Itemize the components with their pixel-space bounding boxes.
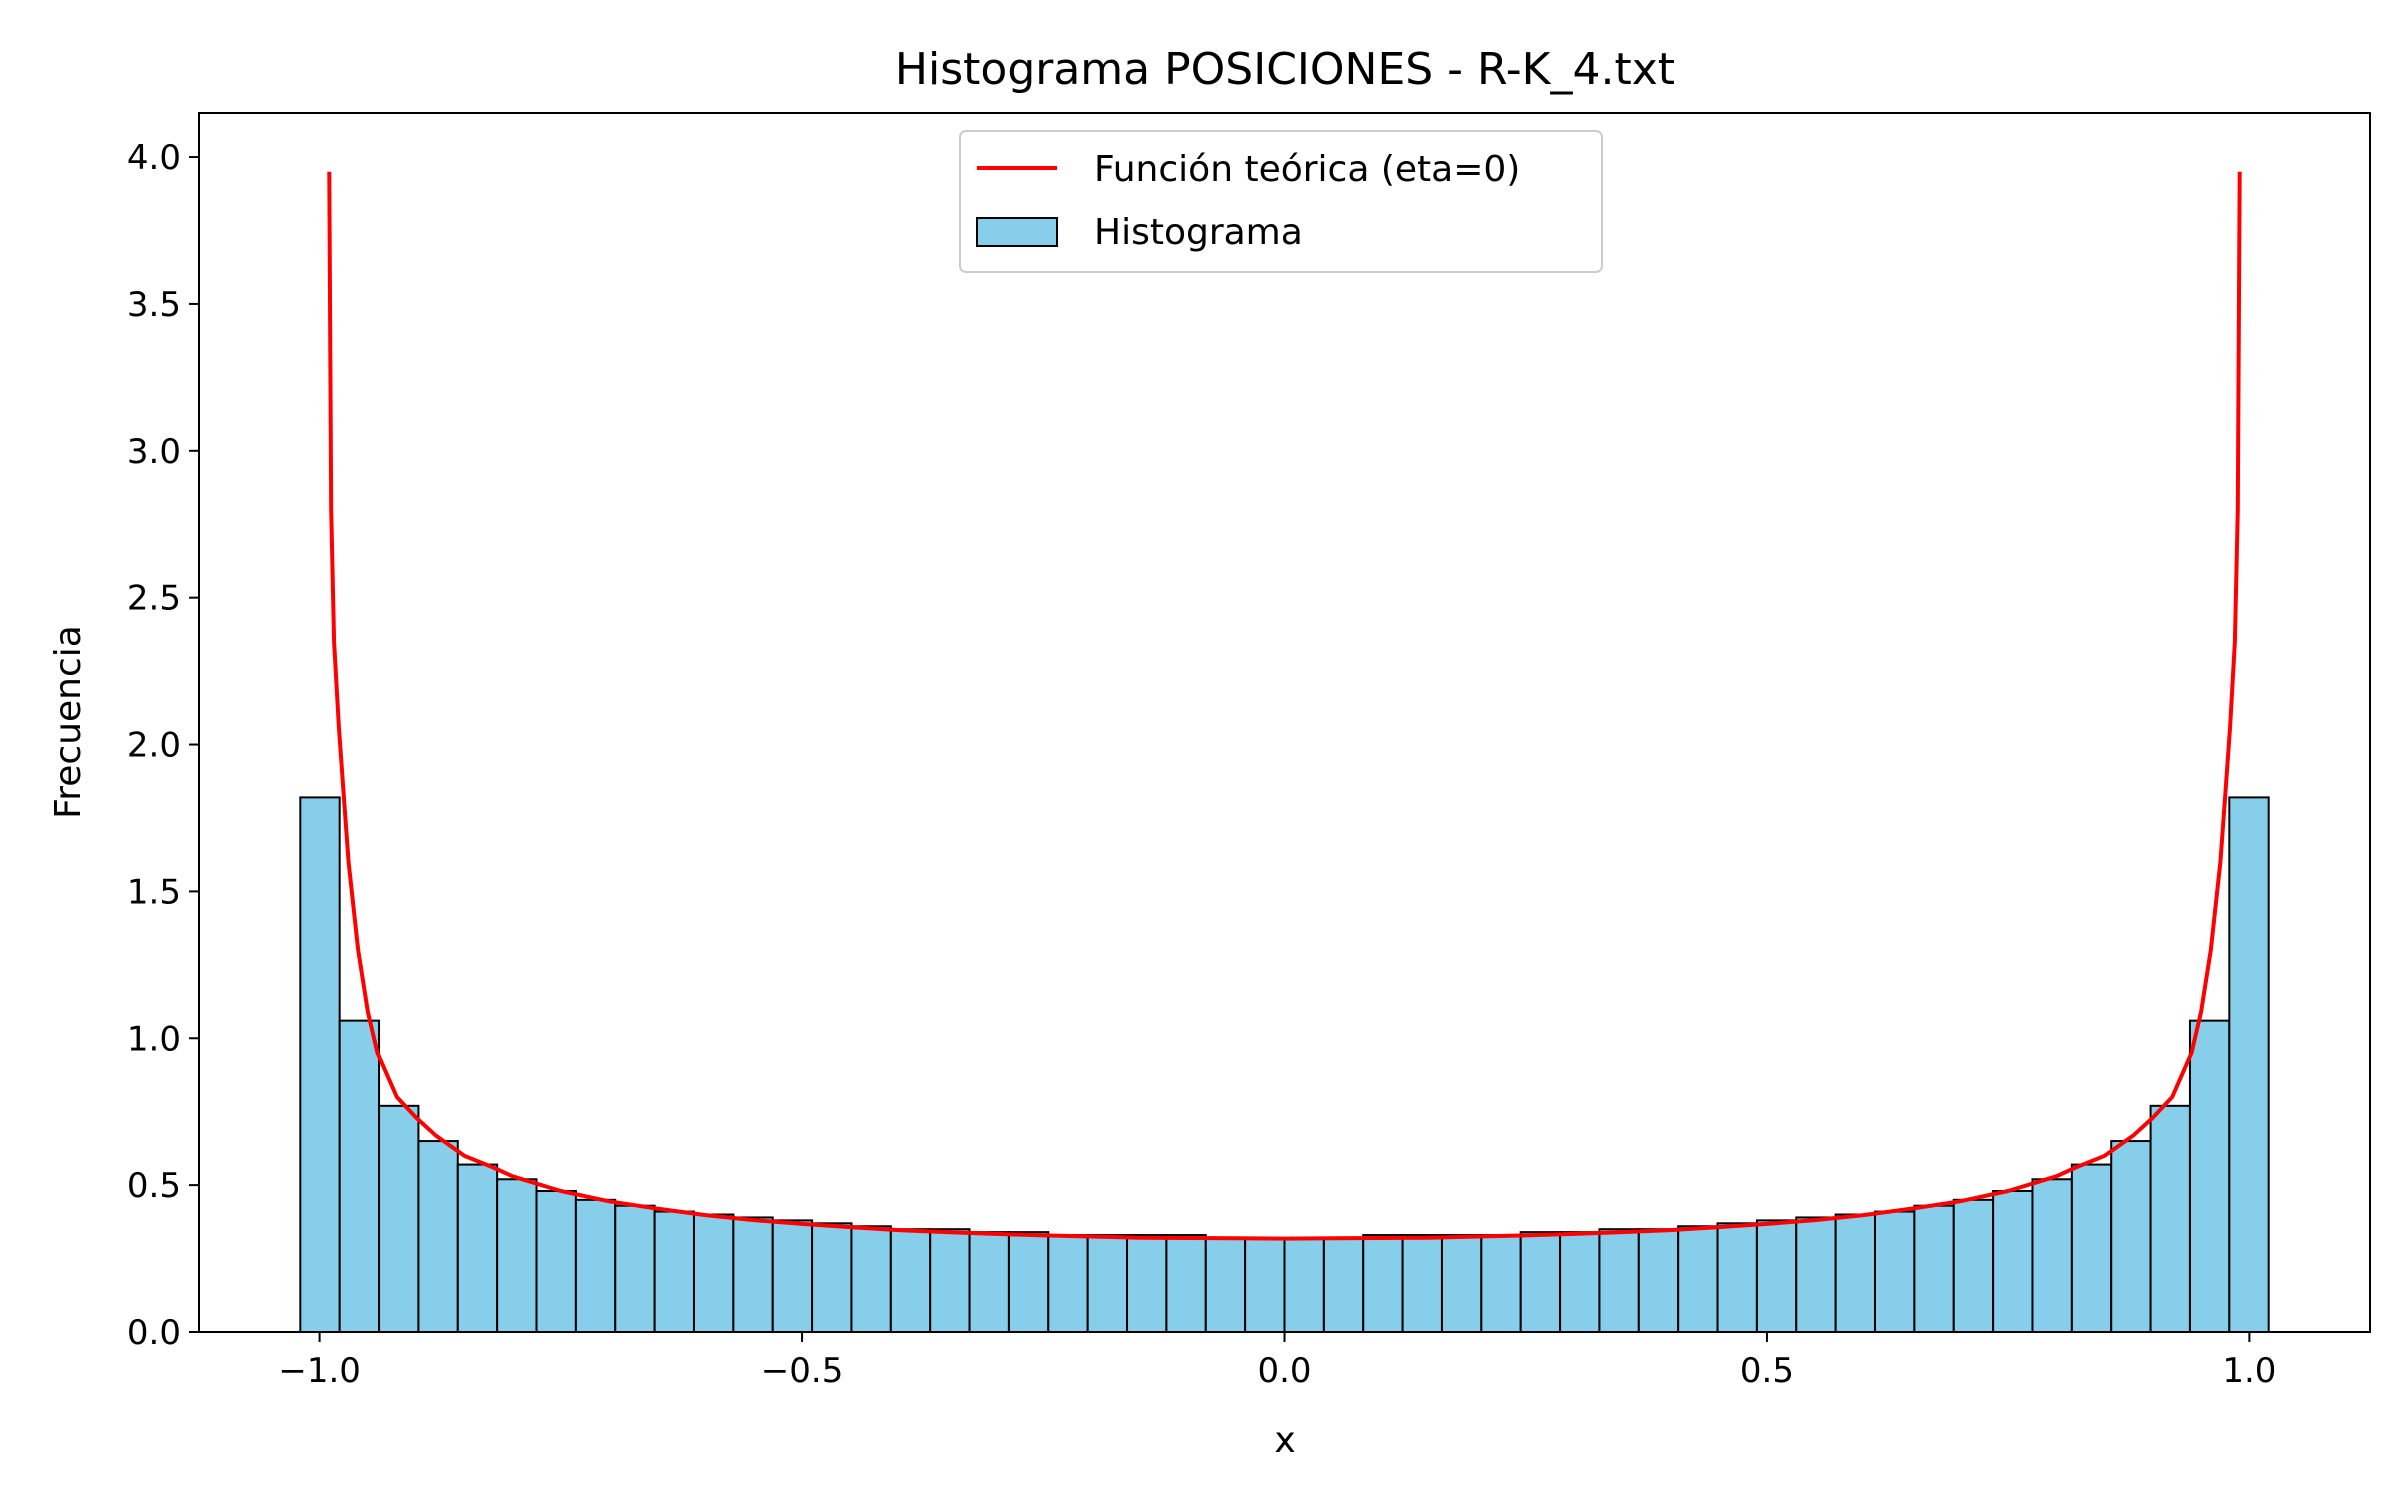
x-tick-label: −1.0 (278, 1351, 361, 1391)
histogram-bar (1952, 1198, 1995, 1334)
histogram-bar (1283, 1237, 1325, 1333)
y-tick-label: 2.0 (127, 726, 181, 766)
histogram-bar (299, 796, 341, 1333)
chart-title: Histograma POSICIONES - R-K_4.txt (895, 44, 1675, 95)
histogram-bar (1598, 1228, 1640, 1333)
y-axis: 0.0 0.5 1.0 1.5 2.0 2.5 3.0 3.5 4.0 (127, 138, 199, 1353)
histogram-bar (574, 1198, 617, 1334)
histogram-bar (2228, 796, 2270, 1333)
theoretical-curve-layer (327, 171, 2242, 1241)
legend: Función teórica (eta=0) Histograma (959, 130, 1603, 273)
histogram-bar (1755, 1219, 1798, 1334)
histogram-bar (929, 1228, 971, 1333)
histogram-bar (1362, 1234, 1404, 1334)
histogram-bar (2031, 1178, 2073, 1333)
histogram-bar (1874, 1210, 1916, 1334)
x-axis: −1.0 −0.5 0.0 0.5 1.0 (278, 1332, 2276, 1391)
plot-frame (198, 112, 2371, 1333)
histogram-bar (1204, 1237, 1247, 1333)
y-tick-label: 1.0 (127, 1019, 181, 1059)
histogram-bar (1047, 1234, 1089, 1334)
histogram-bar (2188, 1019, 2231, 1334)
histogram-bar (2110, 1140, 2152, 1333)
histogram-bar (811, 1222, 853, 1334)
histogram-bar (1834, 1213, 1877, 1333)
histogram-bar (1716, 1222, 1758, 1334)
y-tick-label: 3.0 (127, 432, 181, 472)
histogram-bar (1322, 1237, 1365, 1333)
histogram-bar (456, 1163, 499, 1333)
histogram-bar (1677, 1225, 1719, 1333)
histogram-bar (692, 1213, 735, 1333)
histogram-bar (614, 1204, 656, 1333)
histogram-bar (1559, 1231, 1601, 1334)
histogram-bar (1126, 1234, 1168, 1334)
histogram-bar (2070, 1163, 2113, 1333)
histogram-bar (417, 1140, 459, 1333)
histogram-bar (968, 1231, 1010, 1334)
histogram-bar (771, 1219, 814, 1334)
histogram-bar (889, 1228, 932, 1333)
histogram-bar (535, 1190, 577, 1333)
theoretical-curve (327, 171, 2242, 1241)
y-tick-label: 0.5 (127, 1166, 181, 1206)
y-tick-label: 1.5 (127, 872, 181, 912)
y-tick-label: 2.5 (127, 579, 181, 619)
x-tick-label: 0.0 (1257, 1351, 1311, 1391)
legend-box (959, 130, 1603, 273)
legend-label-curve: Función teórica (eta=0) (1094, 149, 1520, 190)
histogram-bar (496, 1178, 538, 1333)
y-tick-label: 4.0 (127, 138, 181, 178)
histogram-bar (1165, 1234, 1207, 1334)
histogram-bar (338, 1019, 381, 1334)
histogram-bar (1086, 1234, 1129, 1334)
histogram-bar (653, 1210, 695, 1334)
histogram-bar (1440, 1234, 1483, 1334)
x-tick-label: 0.5 (1740, 1351, 1794, 1391)
x-tick-label: −0.5 (761, 1351, 844, 1391)
histogram-bar (1795, 1216, 1837, 1333)
histogram-bar (1913, 1204, 1955, 1333)
histogram-bars (299, 796, 2270, 1334)
histogram-bar (732, 1216, 774, 1333)
histogram-bar (1519, 1231, 1562, 1334)
x-axis-label: x (1274, 1420, 1295, 1461)
y-tick-label: 0.0 (127, 1313, 181, 1353)
histogram-bar (1401, 1234, 1443, 1334)
y-tick-label: 3.5 (127, 285, 181, 325)
histogram-bar (1992, 1190, 2034, 1333)
histogram-bar (2149, 1104, 2191, 1333)
y-axis-label: Frecuencia (48, 625, 89, 819)
histogram-bar (378, 1104, 420, 1333)
x-tick-label: 1.0 (2222, 1351, 2276, 1391)
histogram-bar (1007, 1231, 1050, 1334)
histogram-bar (1480, 1234, 1522, 1334)
histogram-bar (1637, 1228, 1680, 1333)
histogram-bar (850, 1225, 892, 1333)
legend-label-histogram: Histograma (1094, 212, 1303, 253)
histogram-bar (1244, 1237, 1286, 1333)
legend-swatch-histogram (976, 217, 1058, 247)
